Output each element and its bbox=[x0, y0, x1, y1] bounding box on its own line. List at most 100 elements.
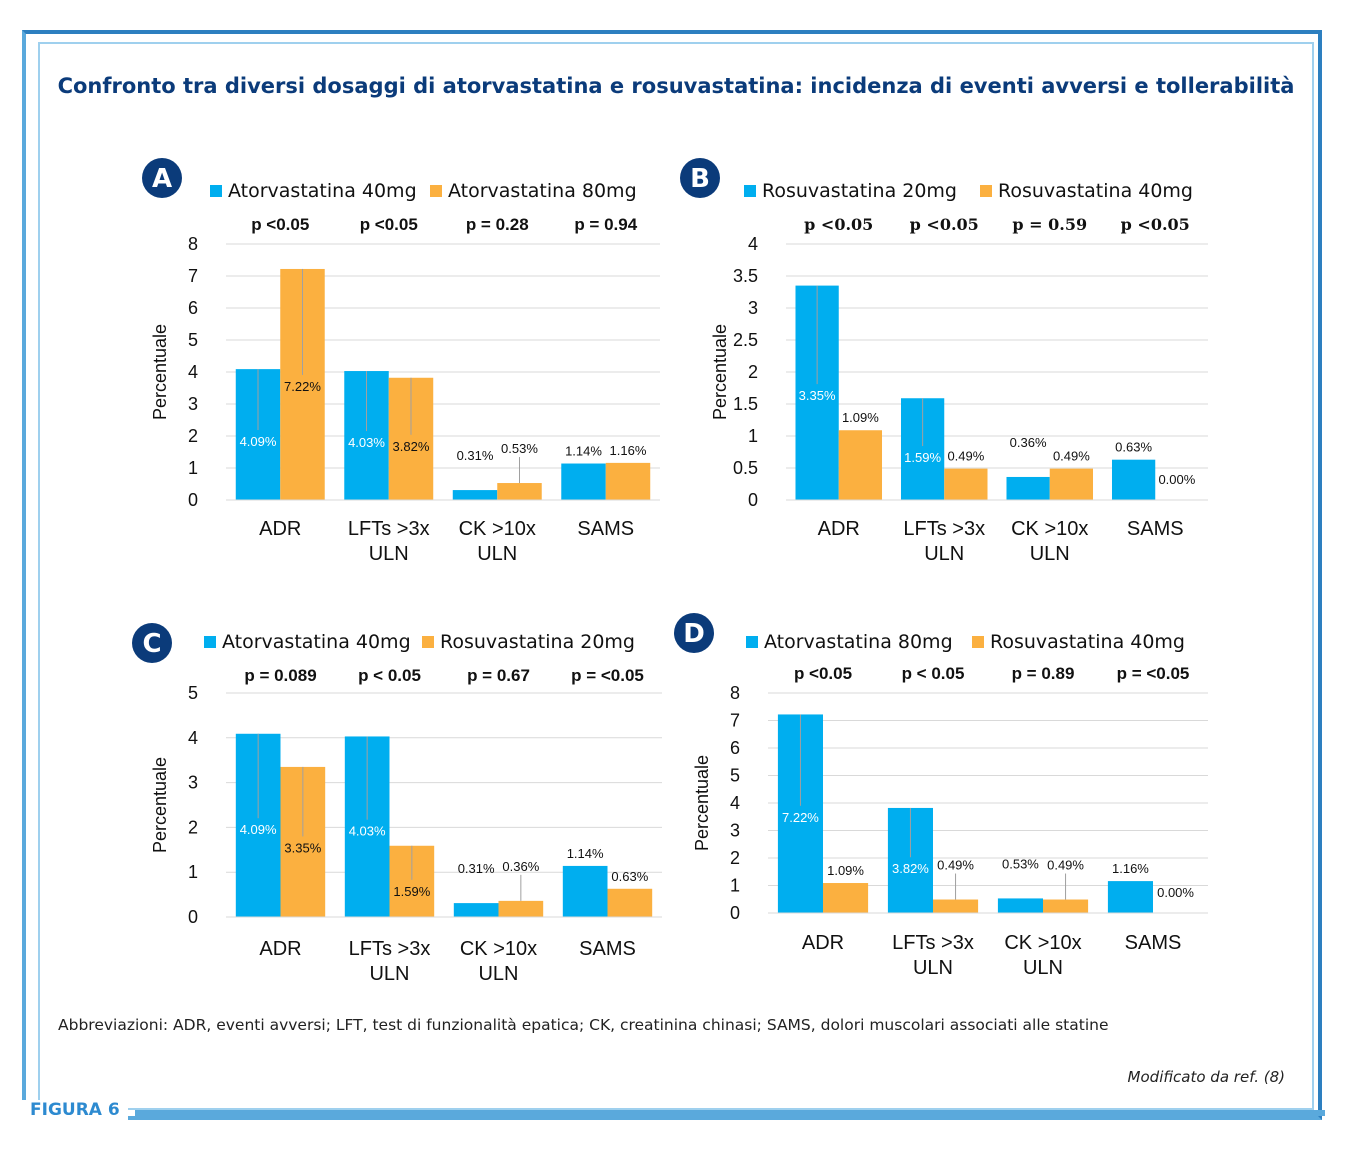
panel-b-pvalue: p <0.05 bbox=[1121, 215, 1190, 234]
panel-a-ytick-label: 6 bbox=[188, 298, 198, 318]
panel-d-category-label: LFTs >3x bbox=[892, 932, 974, 954]
panel-d-data-label: 0.53% bbox=[1002, 856, 1039, 871]
panel-b-legend-swatch-1 bbox=[980, 185, 992, 197]
panel-b-bar bbox=[944, 468, 988, 500]
panel-d-bar bbox=[997, 898, 1043, 913]
panel-b-ytick-label: 0 bbox=[748, 490, 758, 510]
panel-d-ytick-label: 6 bbox=[730, 738, 740, 758]
panel-d-legend-swatch-1 bbox=[972, 636, 984, 648]
panel-a-category-label: ULN bbox=[477, 543, 517, 565]
panel-a-bar bbox=[561, 463, 606, 500]
panel-b-ytick-label: 3.5 bbox=[733, 266, 758, 286]
panel-c-data-label: 0.63% bbox=[611, 869, 648, 884]
panel-d-category-label: ULN bbox=[913, 957, 953, 979]
panel-b-data-label: 0.00% bbox=[1158, 472, 1195, 487]
panel-c-category-label: ULN bbox=[369, 963, 409, 985]
panel-b-pvalue: p = 0.59 bbox=[1012, 215, 1087, 234]
panel-b-pvalue: p <0.05 bbox=[910, 215, 979, 234]
panel-c-data-label: 0.36% bbox=[502, 859, 539, 874]
panel-a-bar bbox=[605, 462, 651, 500]
panel-d-legend-swatch-0 bbox=[746, 636, 758, 648]
panel-c-badge-letter: C bbox=[142, 629, 161, 659]
panel-d-data-label: 0.49% bbox=[1047, 858, 1084, 873]
panel-d-bar bbox=[1043, 899, 1089, 913]
panel-a-pvalue: p = 0.94 bbox=[574, 215, 637, 234]
panel-b-bar bbox=[1006, 476, 1050, 500]
panel-a-pvalue: p <0.05 bbox=[251, 215, 309, 234]
chart-panel-a: A Atorvastatina 40mg Atorvastatina 80mg 0 1 2… bbox=[142, 158, 660, 565]
panel-c-ytick-label: 0 bbox=[188, 907, 198, 927]
panel-a-category-label: LFTs >3x bbox=[348, 518, 430, 540]
panel-c-data-label: 3.35% bbox=[284, 840, 321, 855]
panel-b-badge bbox=[680, 158, 720, 198]
panel-b-bar bbox=[1111, 459, 1156, 500]
panel-a-ylabel: Percentuale bbox=[150, 324, 170, 420]
panel-b-category-label: ADR bbox=[818, 518, 860, 540]
panel-a-data-label: 0.53% bbox=[501, 441, 538, 456]
panel-b-category-label: CK >10x bbox=[1011, 518, 1088, 540]
panel-b-data-label: 1.09% bbox=[842, 410, 879, 425]
panel-a-ytick-label: 1 bbox=[188, 458, 198, 478]
panel-d-category-label: ULN bbox=[1023, 957, 1063, 979]
chart-panel-b: B Rosuvastatina 20mg Rosuvastatina 40mg 0 0.… bbox=[680, 158, 1208, 565]
panel-b-data-label: 0.63% bbox=[1115, 440, 1152, 455]
panel-b-category-label: LFTs >3x bbox=[903, 518, 985, 540]
panel-b-category-label: ULN bbox=[924, 543, 964, 565]
panel-c-legend-swatch-1 bbox=[422, 636, 434, 648]
panel-d-legend-label-1: Rosuvastatina 40mg bbox=[990, 631, 1185, 653]
panel-d-badge bbox=[674, 613, 714, 653]
panel-a-legend-swatch-1 bbox=[430, 185, 442, 197]
panel-a-pvalue: p <0.05 bbox=[360, 215, 418, 234]
source-credit: Modificato da ref. (8) bbox=[1127, 1068, 1285, 1086]
panel-d-data-label: 1.16% bbox=[1112, 861, 1149, 876]
panel-a-legend-label-1: Atorvastatina 80mg bbox=[448, 180, 637, 202]
panel-c-pvalue: p = <0.05 bbox=[571, 666, 644, 685]
figure-rule bbox=[135, 1110, 1325, 1116]
panel-c-bar bbox=[498, 900, 544, 917]
panel-d-bar bbox=[933, 899, 979, 913]
panel-d-category-label: ADR bbox=[802, 932, 844, 954]
panel-b-ytick-label: 1.5 bbox=[733, 394, 758, 414]
panel-c-data-label: 1.59% bbox=[393, 884, 430, 899]
panel-c-pvalue: p < 0.05 bbox=[358, 666, 421, 685]
panel-a-badge bbox=[142, 158, 182, 198]
panel-a-ytick-label: 2 bbox=[188, 426, 198, 446]
panel-b-ytick-label: 3 bbox=[748, 298, 758, 318]
panel-d-ytick-label: 8 bbox=[730, 683, 740, 703]
panel-d-bar bbox=[1107, 881, 1153, 913]
panel-b-legend-swatch-0 bbox=[744, 185, 756, 197]
panel-c-bar bbox=[607, 888, 653, 917]
panel-a-legend-label-0: Atorvastatina 40mg bbox=[228, 180, 417, 202]
panel-b-bar bbox=[838, 430, 883, 500]
panel-d-ytick-label: 0 bbox=[730, 903, 740, 923]
chart-panel-c: C Atorvastatina 40mg Rosuvastatina 20mg 0 1 2… bbox=[132, 623, 662, 985]
panel-c-legend-swatch-0 bbox=[204, 636, 216, 648]
figure-title: Confronto tra diversi dosaggi di atorvas… bbox=[57, 74, 1295, 98]
panel-a-category-label: SAMS bbox=[577, 518, 634, 540]
panel-c-data-label: 0.31% bbox=[458, 861, 495, 876]
panel-c-ytick-label: 2 bbox=[188, 817, 198, 837]
panel-d-ytick-label: 4 bbox=[730, 793, 740, 813]
panel-c-category-label: LFTs >3x bbox=[349, 938, 431, 960]
panel-a-legend-swatch-0 bbox=[210, 185, 222, 197]
panel-c-category-label: CK >10x bbox=[460, 938, 537, 960]
panel-d-ytick-label: 3 bbox=[730, 821, 740, 841]
panel-c-category-label: SAMS bbox=[579, 938, 636, 960]
panel-c-ytick-label: 1 bbox=[188, 862, 198, 882]
panel-b-ylabel: Percentuale bbox=[710, 324, 730, 420]
figure-label: FIGURA 6 bbox=[18, 1100, 128, 1120]
panel-b-ytick-label: 2 bbox=[748, 362, 758, 382]
panel-a-ytick-label: 4 bbox=[188, 362, 198, 382]
panel-b-ytick-label: 1 bbox=[748, 426, 758, 446]
panel-c-ytick-label: 3 bbox=[188, 773, 198, 793]
panel-d-data-label: 3.82% bbox=[892, 861, 929, 876]
panel-c-data-label: 1.14% bbox=[567, 846, 604, 861]
panel-d-data-label: 7.22% bbox=[782, 810, 819, 825]
panel-a-bar bbox=[452, 490, 498, 500]
inner-frame bbox=[38, 42, 1314, 1110]
outer-frame bbox=[22, 30, 1322, 1120]
panel-b-bar bbox=[1049, 468, 1094, 500]
panel-b-data-label: 0.49% bbox=[947, 449, 984, 464]
panel-b-data-label: 0.49% bbox=[1053, 449, 1090, 464]
panel-c-pvalue: p = 0.67 bbox=[467, 666, 530, 685]
